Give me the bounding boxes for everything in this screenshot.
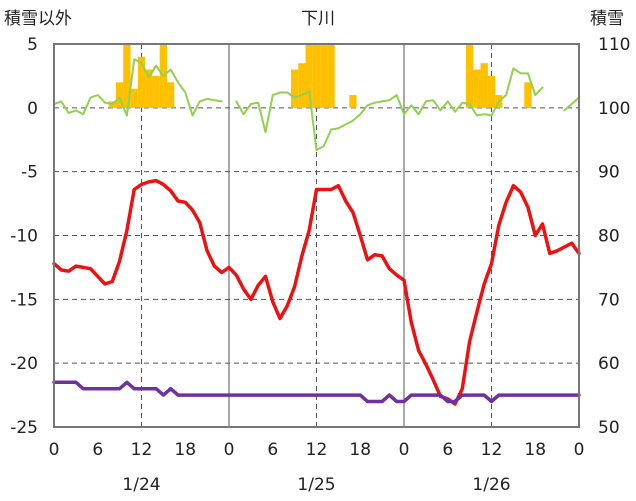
right-y-tick: 60	[598, 354, 620, 374]
right-y-ticks: 110 100 90 80 70 60 50	[598, 35, 630, 438]
precip-bar	[320, 44, 328, 108]
precip-bar	[473, 69, 481, 108]
chart-title: 下川	[301, 9, 335, 29]
right-y-tick: 80	[598, 227, 620, 247]
x-hour-tick: 6	[442, 440, 453, 460]
left-y-tick: 0	[27, 99, 38, 119]
right-y-tick: 70	[598, 290, 620, 310]
x-hour-tick: 12	[306, 440, 328, 460]
precip-bar	[487, 75, 496, 108]
precip-bar	[137, 56, 146, 108]
x-hour-tick: 0	[399, 440, 410, 460]
series-lines	[52, 58, 581, 406]
x-hour-tick: 18	[349, 440, 371, 460]
left-y-tick: -10	[10, 227, 38, 247]
right-axis-label: 積雪	[590, 9, 624, 29]
date-label: 1/26	[472, 475, 510, 495]
precip-bar	[167, 82, 175, 108]
precip-bar	[145, 69, 153, 108]
x-hour-tick: 18	[174, 440, 196, 460]
precip-bar	[327, 44, 335, 108]
right-y-tick: 90	[598, 163, 620, 183]
date-label: 1/25	[297, 475, 335, 495]
snow-depth-line	[52, 380, 581, 404]
left-y-tick: -5	[21, 163, 38, 183]
right-y-tick: 110	[598, 35, 630, 55]
precip-bar	[465, 44, 474, 108]
x-hour-tick: 0	[574, 440, 585, 460]
precip-bar	[305, 44, 313, 108]
wind-line	[53, 58, 580, 151]
precip-bar	[298, 63, 306, 108]
x-hour-tick: 6	[92, 440, 103, 460]
date-label: 1/24	[122, 475, 160, 495]
x-hour-ticks: 0 6 12 18 0 6 12 18 0 6 12 18 0	[49, 440, 585, 460]
right-y-tick: 50	[598, 418, 620, 438]
x-hour-tick: 18	[524, 440, 546, 460]
left-axis-label: 積雪以外	[4, 9, 72, 29]
temperature-line	[52, 178, 581, 406]
plot-frame	[53, 43, 580, 428]
precip-bar	[349, 95, 357, 108]
left-y-tick: 5	[27, 35, 38, 55]
x-hour-tick: 6	[267, 440, 278, 460]
precip-bar	[524, 82, 532, 108]
precip-bar	[152, 75, 160, 108]
left-y-tick: -15	[10, 290, 38, 310]
x-hour-tick: 12	[481, 440, 503, 460]
precip-bar	[312, 44, 321, 108]
precip-bar	[115, 82, 124, 108]
grid	[54, 44, 579, 427]
left-y-tick: -20	[10, 354, 38, 374]
x-hour-tick: 12	[131, 440, 153, 460]
left-y-tick: -25	[10, 418, 38, 438]
precip-bar	[123, 44, 131, 108]
left-y-ticks: 5 0 -5 -10 -15 -20 -25	[10, 35, 38, 438]
precipitation-bars	[108, 44, 532, 108]
x-hour-tick: 0	[224, 440, 235, 460]
date-labels: 1/24 1/25 1/26	[122, 475, 510, 495]
precip-bar	[480, 63, 488, 108]
x-hour-tick: 0	[49, 440, 60, 460]
right-y-tick: 100	[598, 99, 630, 119]
precip-bar	[130, 88, 138, 108]
precip-bar	[290, 69, 299, 108]
